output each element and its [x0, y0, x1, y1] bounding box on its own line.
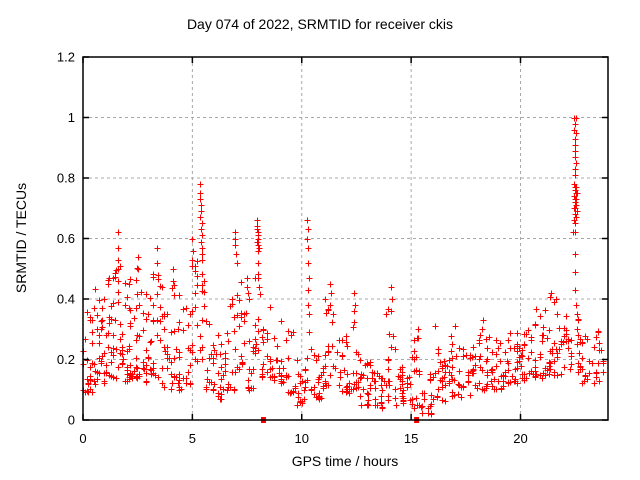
- y-tick-label: 1: [68, 110, 75, 125]
- tick-labels: 0 5 10 15 20 0 0.2 0.4 0.6 0.8 1 1.2: [57, 50, 528, 447]
- x-axis-label: GPS time / hours: [292, 453, 399, 469]
- y-tick-label: 0.2: [57, 352, 75, 367]
- scatter-points: [80, 115, 607, 418]
- y-tick-label: 0.4: [57, 292, 75, 307]
- y-tick-label: 0: [68, 413, 75, 428]
- chart-title: Day 074 of 2022, SRMTID for receiver cki…: [187, 16, 453, 32]
- axis-ticks: [82, 56, 608, 421]
- x-tick-label: 5: [189, 431, 196, 446]
- y-tick-label: 0.6: [57, 231, 75, 246]
- plus-markers: [80, 115, 607, 418]
- x-tick-label: 20: [513, 431, 527, 446]
- y-tick-label: 0.8: [57, 171, 75, 186]
- x-tick-label: 15: [404, 431, 418, 446]
- x-tick-label: 0: [79, 431, 86, 446]
- y-tick-label: 1.2: [57, 50, 75, 65]
- y-axis-label: SRMTID / TECUs: [13, 183, 29, 293]
- x-tick-label: 10: [295, 431, 309, 446]
